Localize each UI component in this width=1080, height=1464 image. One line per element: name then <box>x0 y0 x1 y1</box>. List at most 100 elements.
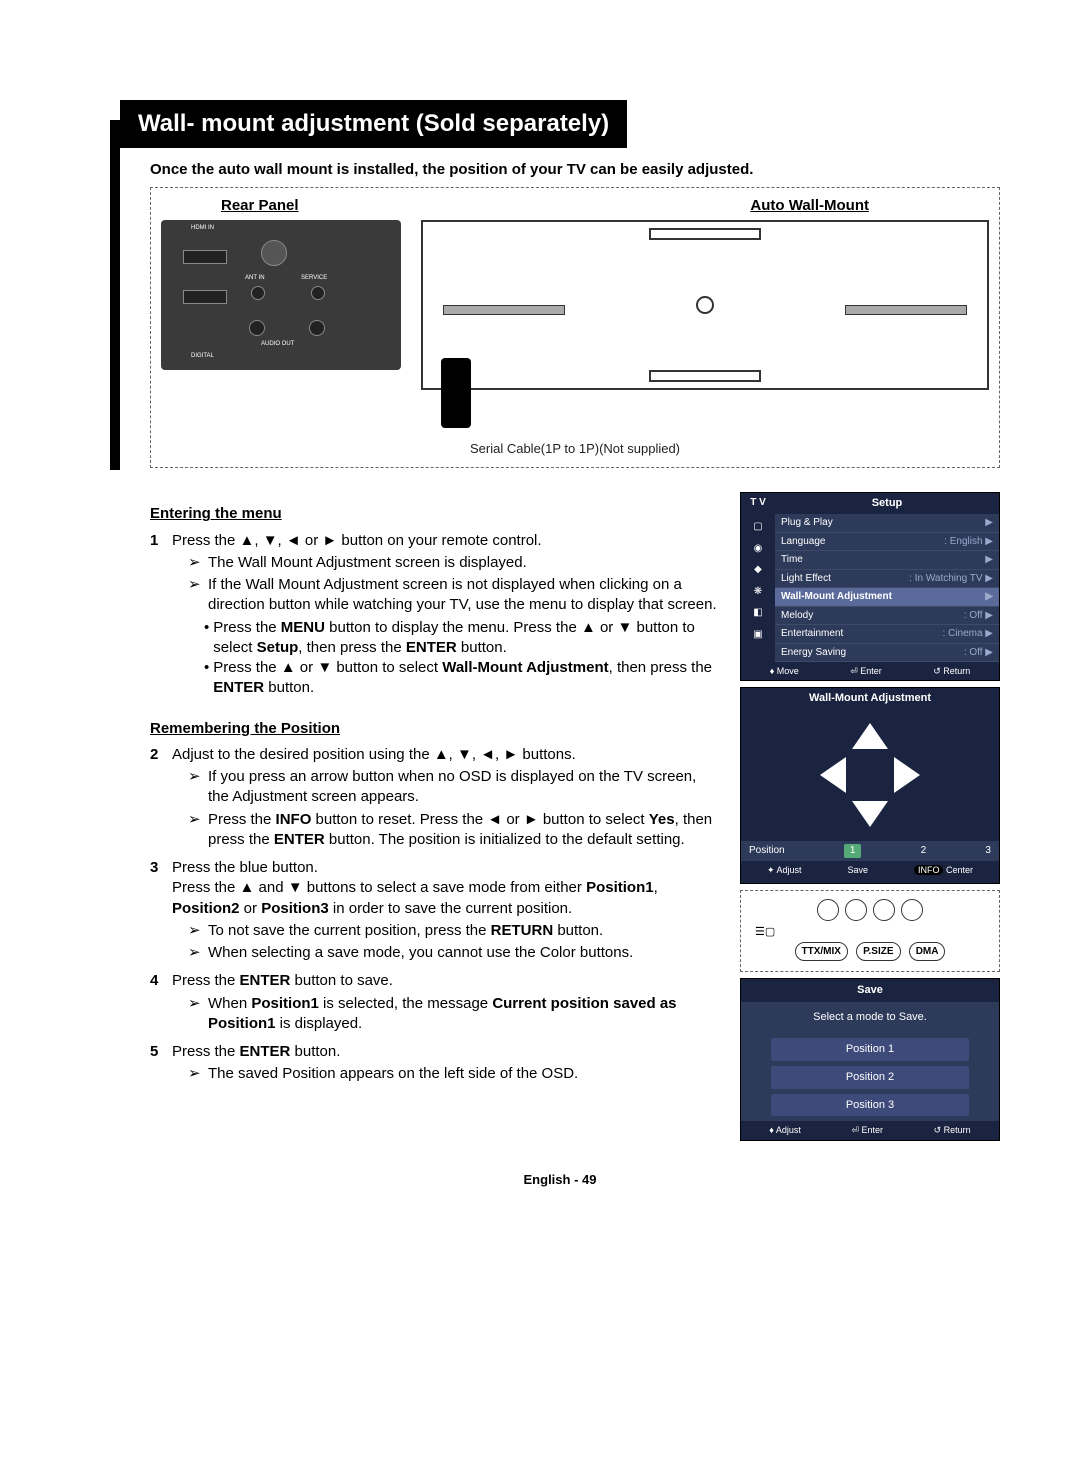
step1-bullet2: Press the ▲ or ▼ button to select Wall-M… <box>213 658 720 699</box>
position-1: 1 <box>844 844 862 858</box>
tv-badge: T V <box>741 493 775 514</box>
ttx-button: TTX/MIX <box>795 942 848 962</box>
step1-sub1: The Wall Mount Adjustment screen is disp… <box>208 553 527 573</box>
service-label: SERVICE <box>301 274 327 282</box>
rear-panel-label: Rear Panel <box>221 196 299 216</box>
setup-menu-item: Wall-Mount Adjustment ▶ <box>775 588 999 607</box>
left-arrow-icon <box>820 757 846 793</box>
red-button-icon <box>817 899 839 921</box>
step-num: 3 <box>150 858 172 965</box>
save-position-1: Position 1 <box>771 1038 969 1061</box>
setup-menu-item: Plug & Play ▶ <box>775 514 999 533</box>
step-4: 4 Press the ENTER button to save. ➢When … <box>150 971 720 1036</box>
arrow-icon: ➢ <box>188 553 208 573</box>
step-3: 3 Press the blue button. Press the ▲ and… <box>150 858 720 965</box>
step3-sub2: When selecting a save mode, you cannot u… <box>208 943 633 963</box>
setup-menu-item: Time ▶ <box>775 551 999 570</box>
step-num: 5 <box>150 1042 172 1087</box>
channel-icon: ◆ <box>754 563 762 577</box>
step1-text: Press the ▲, ▼, ◄ or ► button on your re… <box>172 532 542 549</box>
page-footer: English - 49 <box>120 1171 1000 1189</box>
step3-line2: Press the ▲ and ▼ buttons to select a sa… <box>172 879 658 916</box>
setup-menu-item: Light Effect: In Watching TV ▶ <box>775 570 999 589</box>
right-arrow-icon <box>894 757 920 793</box>
step-1: 1 Press the ▲, ▼, ◄ or ► button on your … <box>150 531 720 699</box>
step5-text: Press the ENTER button. <box>172 1043 340 1060</box>
adjust-hint: ✦ Adjust <box>767 864 802 876</box>
app-icon: ▣ <box>753 628 762 642</box>
setup-title: Setup <box>775 493 999 514</box>
entering-menu-heading: Entering the menu <box>150 504 720 524</box>
wall-mount-label: Auto Wall-Mount <box>750 196 869 216</box>
return-hint: ↺ Return <box>933 665 970 677</box>
input-icon: ◧ <box>753 606 762 620</box>
save-hint: Save <box>847 864 868 876</box>
setup-menu-item: Language: English ▶ <box>775 533 999 552</box>
green-button-icon <box>845 899 867 921</box>
psize-button: P.SIZE <box>856 942 900 962</box>
step-num: 4 <box>150 971 172 1036</box>
arrow-icon: ➢ <box>188 921 208 941</box>
move-hint: ♦ Move <box>770 665 799 677</box>
up-arrow-icon <box>852 723 888 749</box>
step2-sub1: If you press an arrow button when no OSD… <box>208 767 720 808</box>
dma-button: DMA <box>909 942 946 962</box>
position-label: Position <box>749 844 785 858</box>
step1-bullet1: Press the MENU button to display the men… <box>213 618 720 659</box>
instructions-column: Entering the menu 1 Press the ▲, ▼, ◄ or… <box>150 492 720 1140</box>
step4-sub1: When Position1 is selected, the message … <box>208 994 720 1035</box>
arrow-icon: ➢ <box>188 943 208 963</box>
setup-menu-item: Melody: Off ▶ <box>775 607 999 626</box>
arrow-icon: ➢ <box>188 767 208 808</box>
save-position-2: Position 2 <box>771 1066 969 1089</box>
save-title: Save <box>741 979 999 1002</box>
arrow-icon: ➢ <box>188 1064 208 1084</box>
enter-hint: ⏎ Enter <box>850 665 882 677</box>
step3-sub1: To not save the current position, press … <box>208 921 603 941</box>
position-3: 3 <box>985 844 991 858</box>
step2-sub2: Press the INFO button to reset. Press th… <box>208 810 720 851</box>
adjust-hint: ♦ Adjust <box>769 1124 801 1136</box>
adjustment-osd: Wall-Mount Adjustment Position 1 2 3 ✦ A… <box>740 687 1000 883</box>
save-osd: Save Select a mode to Save. Position 1 P… <box>740 978 1000 1140</box>
step-2: 2 Adjust to the desired position using t… <box>150 745 720 852</box>
cable-note: Serial Cable(1P to 1P)(Not supplied) <box>161 440 989 458</box>
arrow-icon: ➢ <box>188 994 208 1035</box>
step3-line1: Press the blue button. <box>172 859 318 876</box>
yellow-button-icon <box>873 899 895 921</box>
section-bar <box>110 120 120 470</box>
osd-column: T V Setup ▢ ◉ ◆ ❋ ◧ ▣ Plug & Play ▶Langu… <box>740 492 1000 1140</box>
setup-menu-item: Entertainment: Cinema ▶ <box>775 625 999 644</box>
down-arrow-icon <box>852 801 888 827</box>
remote-diagram: ☰▢ TTX/MIX P.SIZE DMA <box>740 890 1000 972</box>
connection-diagram: Rear Panel Auto Wall-Mount HDMI IN ANT I… <box>150 187 1000 469</box>
setup-menu-item: Energy Saving: Off ▶ <box>775 644 999 663</box>
digital-label: DIGITAL <box>191 352 214 360</box>
info-center-hint: INFO Center <box>914 864 973 876</box>
blue-button-icon <box>901 899 923 921</box>
sound-icon: ◉ <box>754 542 763 556</box>
page-title: Wall- mount adjustment (Sold separately) <box>120 100 627 148</box>
setup-osd: T V Setup ▢ ◉ ◆ ❋ ◧ ▣ Plug & Play ▶Langu… <box>740 492 1000 681</box>
adjust-title: Wall-Mount Adjustment <box>741 688 999 709</box>
position-2: 2 <box>921 844 927 858</box>
setup-icon: ❋ <box>754 585 762 599</box>
step2-text: Adjust to the desired position using the… <box>172 746 576 763</box>
save-position-3: Position 3 <box>771 1094 969 1117</box>
intro-text: Once the auto wall mount is installed, t… <box>150 160 1000 180</box>
arrow-icon: ➢ <box>188 810 208 851</box>
cable-plug-icon <box>441 358 471 428</box>
step4-text: Press the ENTER button to save. <box>172 972 393 989</box>
picture-icon: ▢ <box>753 520 762 534</box>
wall-mount-graphic <box>421 220 989 390</box>
save-prompt: Select a mode to Save. <box>741 1002 999 1033</box>
step-5: 5 Press the ENTER button. ➢The saved Pos… <box>150 1042 720 1087</box>
step1-sub2: If the Wall Mount Adjustment screen is n… <box>208 575 720 616</box>
step-num: 2 <box>150 745 172 852</box>
return-hint: ↺ Return <box>934 1124 971 1136</box>
step-num: 1 <box>150 531 172 699</box>
rear-panel-graphic: HDMI IN ANT IN SERVICE AUDIO OUT DIGITAL <box>161 220 401 370</box>
audio-label: AUDIO OUT <box>261 340 294 348</box>
arrow-icon: ➢ <box>188 575 208 616</box>
hdmi-label: HDMI IN <box>191 224 214 232</box>
